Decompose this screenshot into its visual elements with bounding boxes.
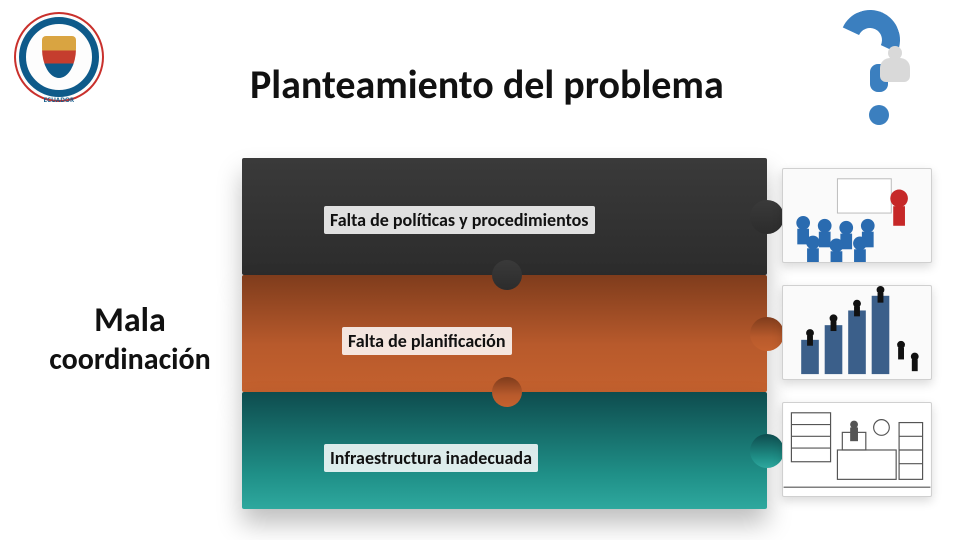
side-label-line1: Mala bbox=[20, 300, 240, 341]
mini-illustration-classroom bbox=[782, 168, 932, 263]
puzzle-piece: Falta de políticas y procedimientos bbox=[242, 158, 767, 275]
row-label: Infraestructura inadecuada bbox=[324, 444, 538, 472]
row-label: Falta de políticas y procedimientos bbox=[324, 206, 595, 234]
mini-illustration-team bbox=[782, 285, 932, 380]
row-label: Falta de planificación bbox=[342, 327, 512, 355]
slide: ECUADOR Planteamiento del problema Mala … bbox=[0, 0, 960, 540]
puzzle-row: Falta de planificación bbox=[242, 275, 942, 392]
university-logo: ECUADOR bbox=[14, 12, 104, 102]
question-mark-icon bbox=[830, 10, 920, 130]
puzzle-piece: Falta de planificación bbox=[242, 275, 767, 392]
page-title: Planteamiento del problema bbox=[250, 60, 724, 109]
puzzle-row: Infraestructura inadecuada bbox=[242, 392, 942, 509]
mini-illustration-office bbox=[782, 402, 932, 497]
side-label: Mala coordinación bbox=[20, 300, 240, 378]
logo-caption: ECUADOR bbox=[14, 95, 104, 104]
rows-container: Falta de políticas y procedimientos bbox=[242, 158, 942, 509]
side-label-line2: coordinación bbox=[20, 341, 240, 378]
puzzle-row: Falta de políticas y procedimientos bbox=[242, 158, 942, 275]
puzzle-piece: Infraestructura inadecuada bbox=[242, 392, 767, 509]
